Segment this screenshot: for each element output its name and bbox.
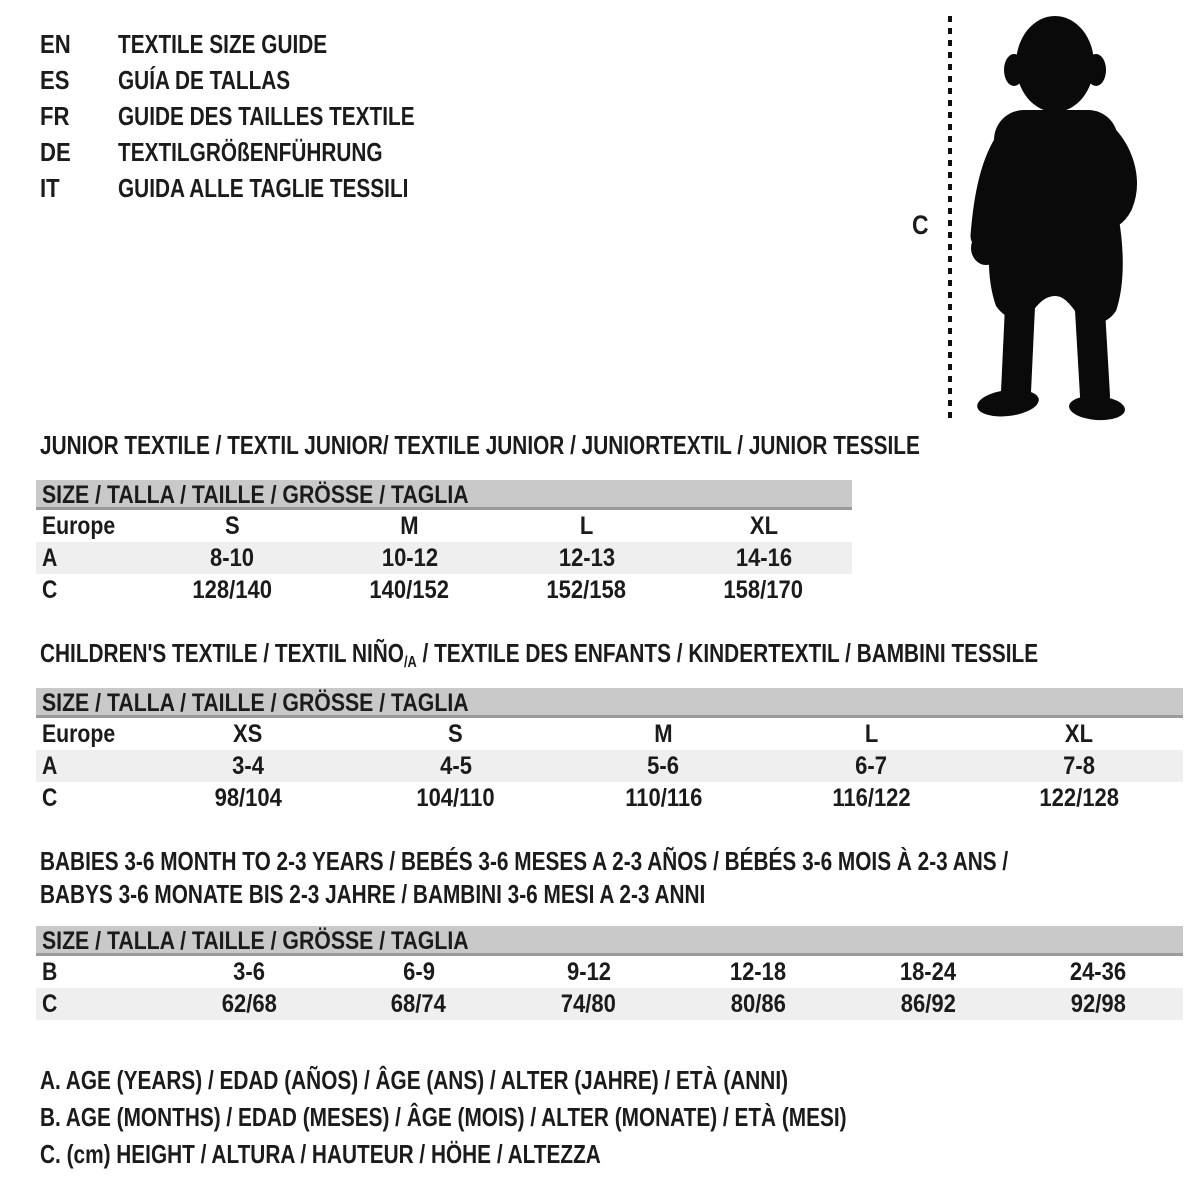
value-cell: 80/86 [730,990,786,1018]
size-band-label: SIZE / TALLA / TAILLE / GRÖSSE / TAGLIA [42,689,469,717]
children-size-table: SIZE / TALLA / TAILLE / GRÖSSE / TAGLIA … [36,688,1183,814]
language-code: IT [40,173,60,203]
size-header-cell: XL [1065,720,1094,748]
size-header-cell: L [864,720,879,748]
language-title: GUIDE DES TAILLES TEXTILE [118,101,415,131]
language-row-de: DE TEXTILGRÖßENFÜHRUNG [40,134,489,170]
value-cell: 74/80 [561,990,617,1018]
language-legend: EN TEXTILE SIZE GUIDE ES GUÍA DE TALLAS … [40,26,489,206]
language-code: ES [40,65,70,95]
size-header-cell: M [654,720,673,748]
size-band-label: SIZE / TALLA / TAILLE / GRÖSSE / TAGLIA [42,927,469,955]
table-row-height: C 62/68 68/74 74/80 80/86 86/92 92/98 [36,988,1183,1020]
row-label-cell: C [42,576,58,604]
value-cell: 14-16 [735,544,792,572]
junior-section-title: JUNIOR TEXTILE / TEXTIL JUNIOR/ TEXTILE … [40,430,920,460]
region-label-cell: Europe [42,720,116,748]
language-title: TEXTILGRÖßENFÜHRUNG [118,137,383,167]
language-row-en: EN TEXTILE SIZE GUIDE [40,26,489,62]
size-header-cell: S [448,720,464,748]
row-label-cell: C [42,990,58,1018]
value-cell: 10-12 [381,544,438,572]
language-code: DE [40,137,71,167]
row-label-cell: A [42,544,58,572]
table-row-height: C 98/104 104/110 110/116 116/122 122/128 [36,782,1183,814]
language-code: EN [40,29,71,59]
value-cell: 7-8 [1063,752,1095,780]
value-cell: 3-6 [233,958,265,986]
footnote-age-years: A. AGE (YEARS) / EDAD (AÑOS) / ÂGE (ANS)… [40,1065,789,1095]
value-cell: 122/128 [1039,784,1119,812]
footnote-age-months: B. AGE (MONTHS) / EDAD (MESES) / ÂGE (MO… [40,1102,847,1132]
language-code: FR [40,101,70,131]
children-title-post: / TEXTILE DES ENFANTS / KINDERTEXTIL / B… [416,638,1039,668]
table-row-months: B 3-6 6-9 9-12 12-18 18-24 24-36 [36,956,1183,988]
babies-title-line2: BABYS 3-6 MONATE BIS 2-3 JAHRE / BAMBINI… [40,879,706,909]
value-cell: 9-12 [566,958,611,986]
value-cell: 158/170 [723,576,804,604]
size-header-band: SIZE / TALLA / TAILLE / GRÖSSE / TAGLIA [36,688,1183,718]
value-cell: 86/92 [900,990,956,1018]
value-cell: 12-18 [730,958,787,986]
babies-section-title: BABIES 3-6 MONTH TO 2-3 YEARS / BEBÉS 3-… [40,845,1200,911]
children-title-pre: CHILDREN'S TEXTILE / TEXTIL NIÑO [40,638,404,668]
value-cell: 152/158 [546,576,627,604]
value-cell: 104/110 [416,784,495,812]
size-header-band: SIZE / TALLA / TAILLE / GRÖSSE / TAGLIA [36,926,1183,956]
size-band-label: SIZE / TALLA / TAILLE / GRÖSSE / TAGLIA [42,481,469,509]
value-cell: 98/104 [214,784,282,812]
row-label-cell: B [42,958,58,986]
table-row-header: Europe S M L XL [36,510,852,542]
size-header-band: SIZE / TALLA / TAILLE / GRÖSSE / TAGLIA [36,480,852,510]
table-row-header: Europe XS S M L XL [36,718,1183,750]
value-cell: 3-4 [231,752,264,780]
row-label-cell: C [42,784,58,812]
value-cell: 18-24 [900,958,957,986]
size-header-cell: XS [233,720,263,748]
value-cell: 110/116 [624,784,703,812]
children-section-title: CHILDREN'S TEXTILE / TEXTIL NIÑO/A / TEX… [40,638,1200,678]
value-cell: 24-36 [1069,958,1127,986]
value-cell: 6-7 [855,752,888,780]
height-measure-label: C [912,210,929,240]
value-cell: 8-10 [210,544,255,572]
value-cell: 128/140 [192,576,273,604]
table-row-age: A 3-4 4-5 5-6 6-7 7-8 [36,750,1183,782]
size-header-cell: S [225,512,240,540]
language-row-it: IT GUIDA ALLE TAGLIE TESSILI [40,170,489,206]
value-cell: 116/122 [832,784,911,812]
babies-size-table: SIZE / TALLA / TAILLE / GRÖSSE / TAGLIA … [36,926,1183,1020]
language-row-es: ES GUÍA DE TALLAS [40,62,489,98]
babies-title-line1: BABIES 3-6 MONTH TO 2-3 YEARS / BEBÉS 3-… [40,846,1009,876]
value-cell: 92/98 [1070,990,1126,1018]
value-cell: 12-13 [558,544,615,572]
footnotes: A. AGE (YEARS) / EDAD (AÑOS) / ÂGE (ANS)… [40,1062,1048,1173]
children-title-sub: /A [403,654,417,671]
value-cell: 68/74 [391,990,447,1018]
junior-size-table: SIZE / TALLA / TAILLE / GRÖSSE / TAGLIA … [36,480,852,606]
height-dashed-line [948,16,952,418]
size-header-cell: M [400,512,419,540]
region-label-cell: Europe [42,512,116,540]
toddler-silhouette-shape [970,16,1137,421]
toddler-silhouette-icon [970,16,1137,421]
size-header-cell: XL [749,512,778,540]
value-cell: 140/152 [369,576,450,604]
language-title: TEXTILE SIZE GUIDE [118,29,328,59]
language-title: GUIDA ALLE TAGLIE TESSILI [118,173,409,203]
size-header-cell: L [579,512,594,540]
row-label-cell: A [42,752,58,780]
value-cell: 6-9 [402,958,435,986]
value-cell: 4-5 [439,752,472,780]
language-row-fr: FR GUIDE DES TAILLES TEXTILE [40,98,489,134]
language-title: GUÍA DE TALLAS [118,65,291,95]
value-cell: 5-6 [647,752,680,780]
table-row-height: C 128/140 140/152 152/158 158/170 [36,574,852,606]
table-row-age: A 8-10 10-12 12-13 14-16 [36,542,852,574]
value-cell: 62/68 [221,990,277,1018]
footnote-height-cm: C. (cm) HEIGHT / ALTURA / HAUTEUR / HÖHE… [40,1139,601,1169]
